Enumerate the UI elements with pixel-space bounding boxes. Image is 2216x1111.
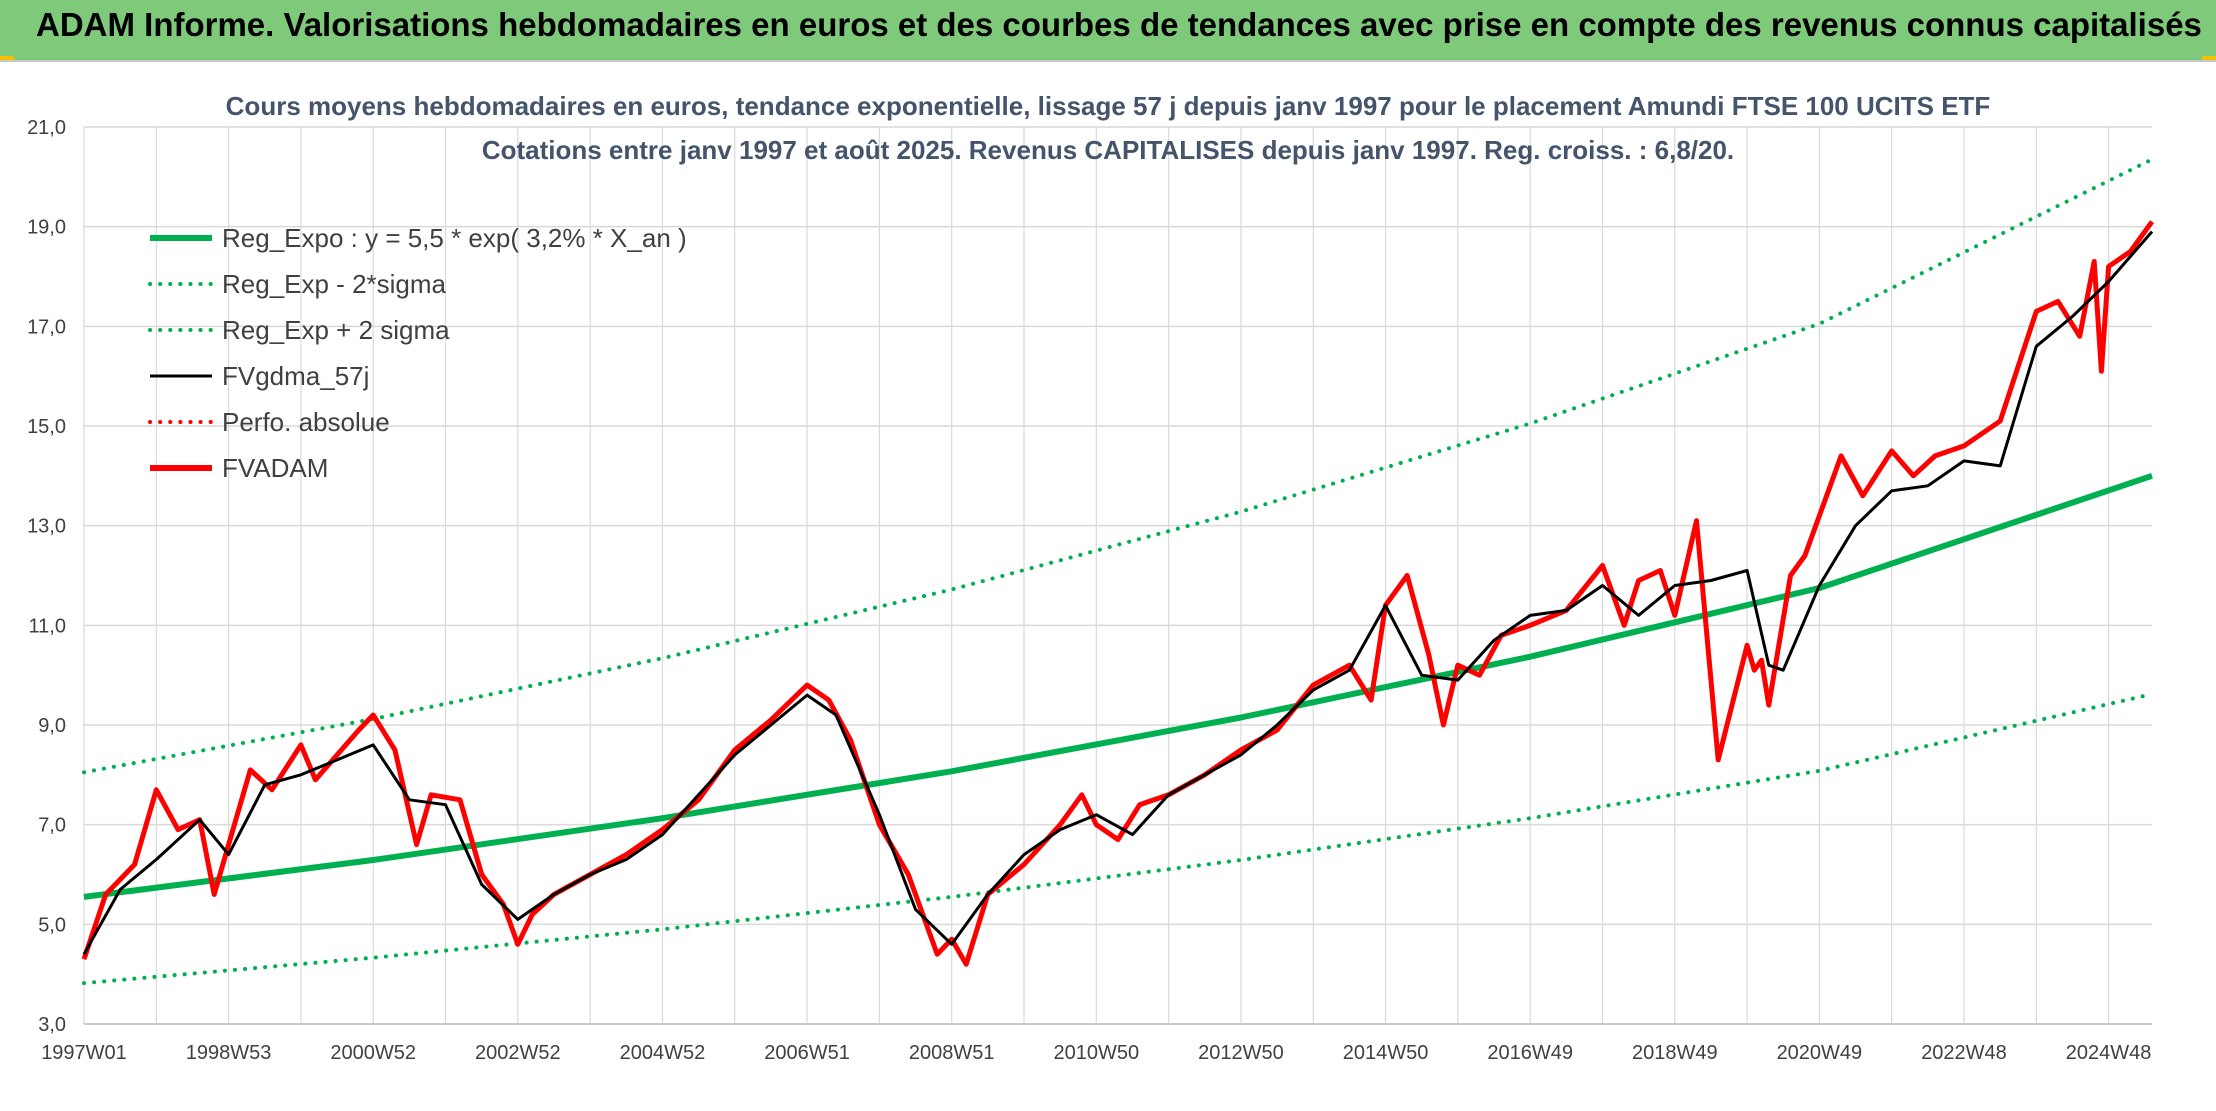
x-tick-label: 2010W50 — [1053, 1042, 1139, 1064]
title-banner: ADAM Informe. Valorisations hebdomadaire… — [0, 0, 2216, 60]
series-line-2 — [82, 157, 2154, 775]
y-tick-label: 15,0 — [27, 416, 66, 438]
x-tick-label: 1998W53 — [186, 1042, 272, 1064]
y-tick-label: 19,0 — [27, 217, 66, 239]
x-tick-label: 2016W49 — [1487, 1042, 1573, 1064]
gridlines — [83, 126, 2152, 1025]
series-line-4 — [81, 220, 2155, 967]
x-tick-label: 2018W49 — [1632, 1042, 1718, 1064]
x-tick-label: 2008W51 — [909, 1042, 995, 1064]
chart-title-line1: Cours moyens hebdomadaires en euros, ten… — [226, 91, 1991, 121]
chart-frame: 3,0 5,0 7,0 9,0 11,0 13,0 15,0 17,0 19,0 21,0 199… — [0, 60, 2216, 1106]
y-tick-label: 3,0 — [38, 1014, 66, 1036]
y-tick-label: 9,0 — [38, 715, 66, 737]
y-axis: 3,0 5,0 7,0 9,0 11,0 13,0 15,0 17,0 19,0 21,0 — [27, 117, 66, 1036]
y-tick-label: 5,0 — [38, 914, 66, 936]
legend-label-2: Reg_Exp + 2 sigma — [222, 315, 450, 345]
chart-title-line2: Cotations entre janv 1997 et août 2025. … — [482, 135, 1734, 165]
chart-svg: 3,0 5,0 7,0 9,0 11,0 13,0 15,0 17,0 19,0 21,0 199… — [27, 91, 2155, 1064]
x-tick-label: 1997W01 — [41, 1042, 127, 1064]
x-tick-label: 2002W52 — [475, 1042, 561, 1064]
y-tick-label: 13,0 — [27, 516, 66, 538]
x-tick-label: 2006W51 — [764, 1042, 850, 1064]
y-tick-label: 17,0 — [27, 316, 66, 338]
x-tick-label: 2020W49 — [1777, 1042, 1863, 1064]
x-tick-label: 2004W52 — [620, 1042, 706, 1064]
accent-edge-left — [0, 56, 14, 63]
y-tick-label: 11,0 — [29, 615, 66, 637]
y-tick-label: 21,0 — [27, 117, 66, 139]
legend-label-0: Reg_Expo : y = 5,5 * exp( 3,2% * X_an ) — [222, 223, 687, 253]
legend-label-5: FVADAM — [222, 453, 328, 483]
banner-title: ADAM Informe. Valorisations hebdomadaire… — [36, 6, 2202, 43]
x-tick-label: 2012W50 — [1198, 1042, 1284, 1064]
y-tick-label: 7,0 — [38, 815, 66, 837]
legend-label-3: FVgdma_57j — [222, 361, 369, 391]
accent-edge-right — [2202, 56, 2216, 63]
legend-label-4: Perfo. absolue — [222, 407, 390, 437]
series-layer — [81, 157, 2155, 986]
x-tick-label: 2014W50 — [1343, 1042, 1429, 1064]
series-line-3 — [82, 230, 2154, 955]
x-axis: 1997W01 1998W53 2000W52 2002W52 2004W52 2006W… — [41, 1023, 2152, 1064]
x-tick-label: 2024W48 — [2066, 1042, 2152, 1064]
x-tick-label: 2022W48 — [1921, 1042, 2007, 1064]
legend: Reg_Expo : y = 5,5 * exp( 3,2% * X_an ) R… — [148, 223, 687, 483]
legend-label-1: Reg_Exp - 2*sigma — [222, 269, 447, 299]
x-tick-label: 2000W52 — [330, 1042, 416, 1064]
series-line-0 — [83, 472, 2153, 900]
